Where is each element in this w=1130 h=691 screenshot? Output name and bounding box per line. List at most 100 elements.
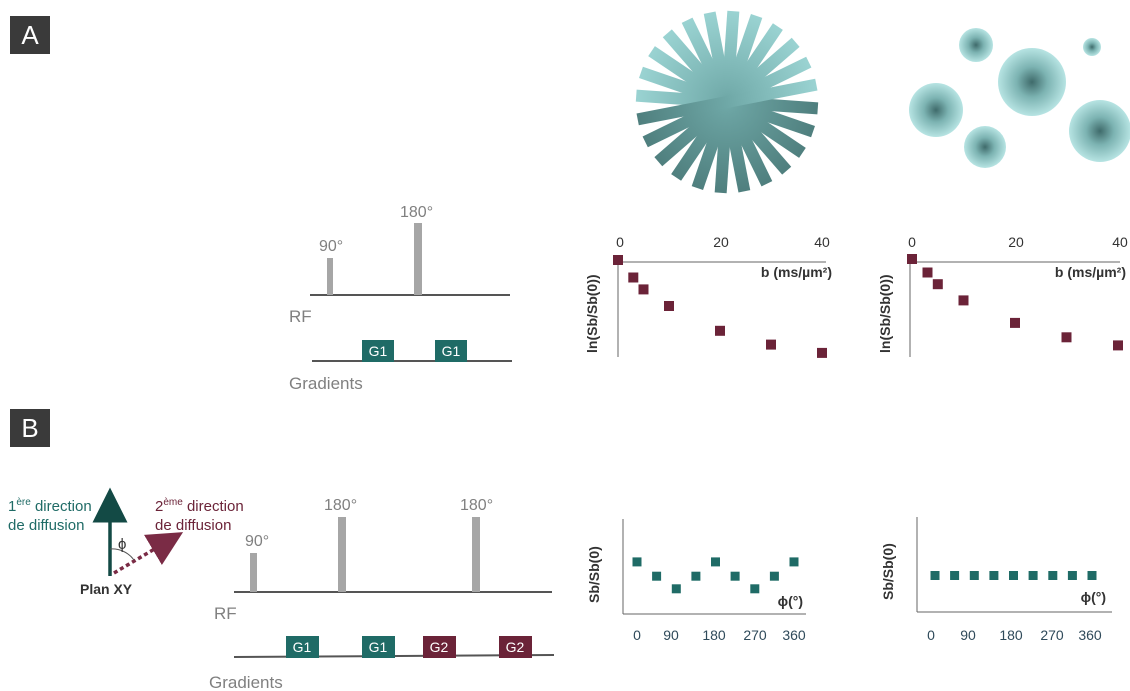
x-tick-label: 90: [663, 627, 679, 643]
data-point: [671, 584, 681, 594]
data-point: [628, 272, 639, 283]
data-point: [1009, 571, 1018, 580]
data-point: [691, 571, 701, 581]
x-tick-label: 40: [814, 234, 830, 250]
x-axis-label: b (ms/µm²): [1055, 264, 1126, 280]
second-direction-label-line1: 2ème direction: [155, 497, 244, 515]
data-point: [750, 584, 760, 594]
x-tick-label: 0: [633, 627, 641, 643]
x-tick-label: 20: [1008, 234, 1024, 250]
rf-pulse-90: [327, 258, 333, 295]
rf-pulse-180: [414, 223, 422, 295]
x-tick-label: 20: [713, 234, 729, 250]
data-point: [950, 571, 960, 580]
data-point: [1113, 340, 1123, 351]
g1-label: G1: [293, 639, 312, 655]
data-point: [664, 301, 674, 311]
x-tick-label: 90: [960, 627, 976, 643]
panel-a-plot-left: 0 20 40 b (ms/µm²) ln(Sb/Sb(0)): [584, 234, 832, 358]
pulse-90-label: 90°: [319, 238, 343, 255]
pulse-180-label: 180°: [460, 497, 493, 514]
fiber-bundle-illustration: [635, 10, 819, 194]
panel-a-pulse-sequence: 90° 180° RF G1 G1 Gradients: [289, 204, 512, 393]
data-point: [638, 284, 649, 295]
gradients-label: Gradients: [209, 673, 283, 691]
panel-b-plot-right: 0 90 180 270 360 ϕ(°) Sb/Sb(0): [880, 517, 1112, 643]
second-direction-arrow: [113, 532, 184, 575]
phi-angle-arc: [109, 548, 135, 561]
cell-circle: [909, 83, 963, 137]
y-axis-label: ln(Sb/Sb(0)): [584, 274, 600, 353]
data-point: [989, 571, 999, 580]
diffusion-directions-diagram: ϕ Plan XY 1ère direction de diffusion 2è…: [8, 487, 244, 597]
data-point: [932, 279, 943, 290]
gradient-g2-block: [423, 636, 456, 658]
phi-symbol: ϕ: [118, 536, 126, 553]
gradient-g2-block: [499, 636, 532, 658]
y-axis-label: Sb/Sb(0): [586, 546, 602, 603]
y-axis-label: ln(Sb/Sb(0)): [877, 274, 893, 353]
data-point: [930, 571, 940, 580]
x-tick-label: 180: [999, 627, 1023, 643]
gradients-label: Gradients: [289, 374, 363, 393]
cell-circle: [998, 48, 1066, 116]
data-point: [632, 557, 642, 567]
cell-circle: [964, 126, 1006, 168]
data-point: [789, 557, 799, 567]
g1-label: G1: [369, 639, 388, 655]
rf-label: RF: [214, 604, 237, 623]
data-point: [652, 571, 662, 581]
spherical-cells-illustration: [909, 28, 1130, 168]
data-point: [730, 571, 740, 581]
x-tick-label: 360: [1078, 627, 1102, 643]
g2-label: G2: [506, 639, 525, 655]
gradient-g1-block: [362, 636, 395, 658]
x-axis-label: ϕ(°): [1081, 589, 1106, 605]
rf-pulse-90: [250, 553, 257, 592]
cell-circle: [1069, 100, 1130, 162]
x-tick-label: 0: [908, 234, 916, 250]
first-direction-label-line1: 1ère direction: [8, 497, 92, 515]
gradient-g1-block: [362, 340, 394, 362]
data-point: [817, 347, 827, 358]
data-point: [958, 295, 969, 306]
plane-xy-label: Plan XY: [80, 581, 133, 597]
rf-pulse-180: [338, 517, 346, 592]
x-tick-label: 270: [743, 627, 767, 643]
g1-label: G1: [442, 343, 461, 359]
g2-label: G2: [430, 639, 449, 655]
rf-label: RF: [289, 307, 312, 326]
panel-a-plot-right: 0 20 40 b (ms/µm²) ln(Sb/Sb(0)): [877, 234, 1128, 357]
panel-b-plot-left: 0 90 180 270 360 ϕ(°) Sb/Sb(0): [586, 519, 806, 643]
x-tick-label: 270: [1040, 627, 1064, 643]
data-point: [1067, 571, 1077, 580]
panel-b-pulse-sequence: 90° 180° 180° RF G1 G1 G2 G2 Gradients: [209, 497, 555, 691]
pulse-180-label: 180°: [400, 204, 433, 221]
data-point: [969, 571, 979, 580]
data-point: [1061, 332, 1072, 343]
data-point: [1048, 571, 1058, 580]
gradient-g1-block: [435, 340, 467, 362]
panel-a-label: A: [10, 16, 50, 54]
x-tick-label: 0: [927, 627, 935, 643]
cell-circle: [1083, 38, 1101, 56]
fiber-spoke: [636, 78, 818, 126]
gradient-g1-block: [286, 636, 319, 658]
x-axis-label: b (ms/µm²): [761, 264, 832, 280]
g1-label: G1: [369, 343, 388, 359]
y-axis-label: Sb/Sb(0): [880, 543, 896, 600]
data-point: [711, 557, 720, 567]
x-tick-label: 40: [1112, 234, 1128, 250]
panel-b-label: B: [10, 409, 50, 447]
data-point: [907, 254, 917, 264]
cell-circle: [959, 28, 993, 62]
rf-pulse-180: [472, 517, 480, 592]
x-axis-label: ϕ(°): [778, 593, 803, 609]
data-point: [769, 571, 779, 581]
first-direction-label-line2: de diffusion: [8, 517, 84, 534]
pulse-90-label: 90°: [245, 533, 269, 550]
data-point: [715, 325, 725, 336]
data-point: [1028, 571, 1038, 580]
x-tick-label: 0: [616, 234, 624, 250]
